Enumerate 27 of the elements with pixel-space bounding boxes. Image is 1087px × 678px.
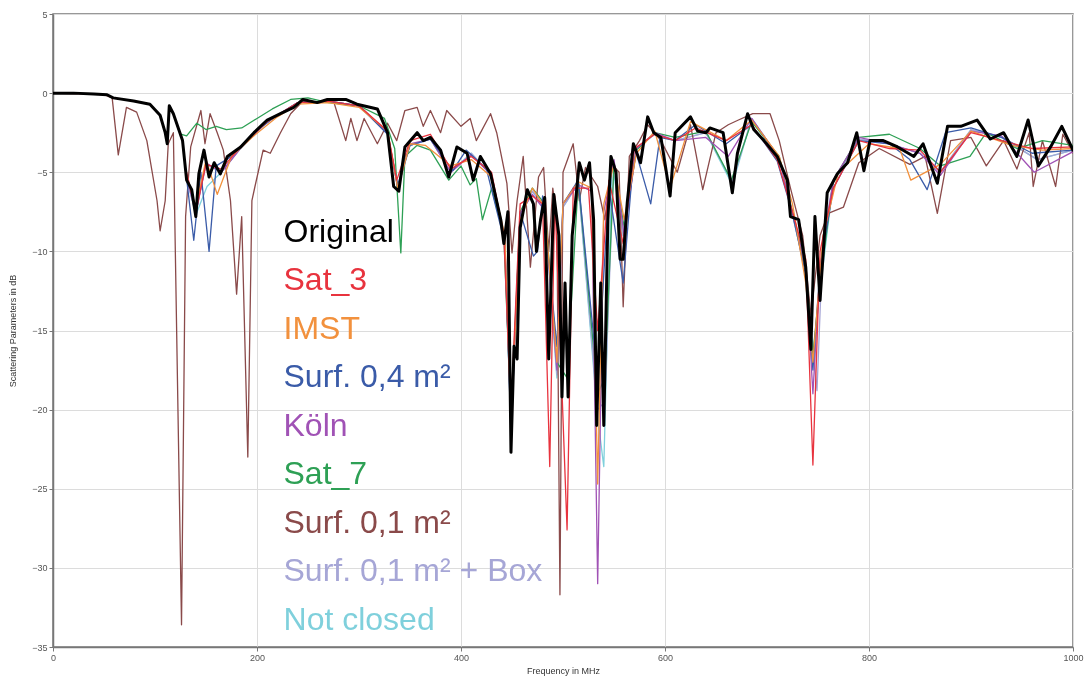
line-series [53, 91, 1073, 454]
series-label: Surf. 0,4 m² [283, 358, 452, 395]
y-tick-label: −5 [37, 167, 48, 178]
x-tick-label: 600 [657, 652, 674, 663]
text: Sat_7 [283, 455, 368, 492]
text: Sat_3 [283, 261, 368, 298]
x-tick-label: 400 [453, 652, 470, 663]
text: Köln [283, 406, 348, 443]
text: IMST [283, 309, 360, 346]
x-tick-label: 200 [249, 652, 266, 663]
x-tick-label: 800 [861, 652, 878, 663]
y-tick-label: 0 [42, 88, 48, 99]
series-label: Original [283, 212, 394, 249]
y-tick-label: −20 [32, 405, 48, 416]
x-tick-label: 0 [50, 652, 57, 663]
text: Surf. 0,1 m² + Box [283, 552, 543, 589]
series-label: Surf. 0,1 m² [283, 503, 452, 540]
y-tick-label: −30 [32, 563, 48, 574]
y-axis-title: Scattering Parameters in dB [8, 274, 19, 388]
x-tick-label: 1000 [1063, 652, 1084, 663]
y-tick-label: 5 [42, 9, 48, 20]
x-axis-title: Frequency in MHz [526, 665, 601, 676]
y-tick-label: −15 [32, 326, 48, 336]
y-tick-label: −25 [32, 484, 48, 495]
y-tick-label: −10 [32, 246, 48, 257]
text: Not closed [283, 600, 435, 637]
y-tick-label: −35 [32, 642, 48, 653]
